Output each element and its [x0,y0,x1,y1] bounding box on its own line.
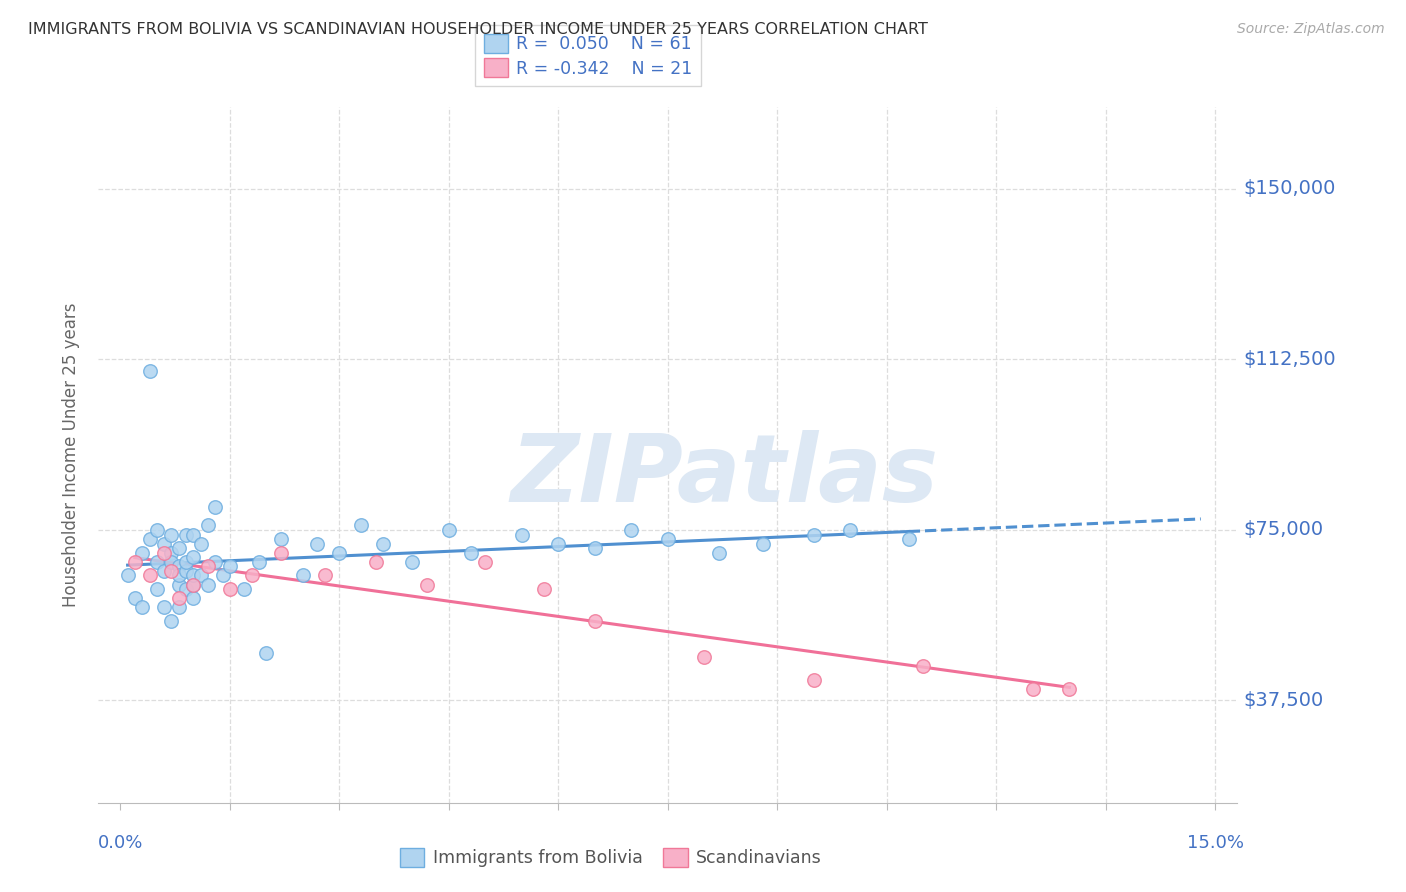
Point [167,591,190,606]
Point [583,541,606,556]
Point [371,536,394,550]
Point [160,527,183,541]
Point [204,500,226,515]
Point [138,364,160,378]
Point [124,555,146,569]
Point [270,532,292,546]
Point [167,600,190,615]
Point [146,523,169,537]
Point [314,568,336,582]
Point [167,559,190,574]
Point [364,555,387,569]
Point [583,614,606,628]
Point [153,536,176,550]
Point [174,564,197,578]
Point [547,536,569,550]
Point [307,536,329,550]
Text: IMMIGRANTS FROM BOLIVIA VS SCANDINAVIAN HOUSEHOLDER INCOME UNDER 25 YEARS CORREL: IMMIGRANTS FROM BOLIVIA VS SCANDINAVIAN … [28,22,928,37]
Point [211,568,233,582]
Point [153,600,176,615]
Point [1022,682,1045,697]
Point [183,577,205,591]
Point [350,518,373,533]
Point [167,541,190,556]
Point [803,673,825,687]
Text: 0.0%: 0.0% [97,834,143,852]
Point [197,559,219,574]
Point [131,546,153,560]
Point [124,591,146,606]
Point [254,646,277,660]
Point [897,532,920,546]
Point [174,582,197,596]
Point [218,559,240,574]
Point [247,555,270,569]
Point [160,614,183,628]
Point [183,568,205,582]
Text: ZIPatlas: ZIPatlas [510,430,939,522]
Text: $112,500: $112,500 [1243,350,1336,369]
Point [620,523,643,537]
Point [153,546,176,560]
Point [146,582,169,596]
Point [233,582,256,596]
Text: Source: ZipAtlas.com: Source: ZipAtlas.com [1237,22,1385,37]
Text: $37,500: $37,500 [1243,691,1323,710]
Point [174,555,197,569]
Point [401,555,423,569]
Point [912,659,935,673]
Y-axis label: Householder Income Under 25 years: Householder Income Under 25 years [62,302,80,607]
Text: $75,000: $75,000 [1243,520,1323,540]
Point [240,568,263,582]
Point [167,577,190,591]
Point [160,546,183,560]
Point [474,555,496,569]
Text: 15.0%: 15.0% [1187,834,1244,852]
Point [460,546,482,560]
Point [183,527,205,541]
Point [751,536,773,550]
Point [1059,682,1081,697]
Point [183,577,205,591]
Point [437,523,460,537]
Point [174,527,197,541]
Point [533,582,555,596]
Text: $150,000: $150,000 [1243,179,1336,198]
Point [416,577,439,591]
Point [190,568,212,582]
Point [183,591,205,606]
Point [657,532,679,546]
Point [183,550,205,565]
Point [707,546,730,560]
Point [291,568,314,582]
Point [153,564,176,578]
Point [197,518,219,533]
Legend: Immigrants from Bolivia, Scandinavians: Immigrants from Bolivia, Scandinavians [392,841,830,874]
Point [803,527,825,541]
Point [190,536,212,550]
Point [138,532,160,546]
Point [693,650,716,665]
Point [839,523,862,537]
Point [167,568,190,582]
Point [510,527,533,541]
Point [204,555,226,569]
Point [138,568,160,582]
Point [328,546,350,560]
Point [270,546,292,560]
Point [218,582,240,596]
Point [160,564,183,578]
Point [131,600,153,615]
Point [197,577,219,591]
Point [160,555,183,569]
Point [146,555,169,569]
Point [117,568,139,582]
